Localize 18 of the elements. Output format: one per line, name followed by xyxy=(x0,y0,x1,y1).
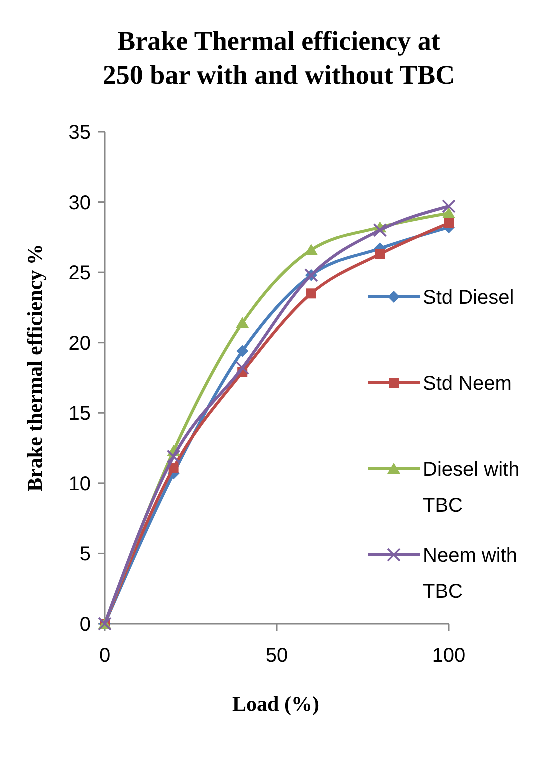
chart-title: Brake Thermal efficiency at 250 bar with and without TBC xyxy=(102,26,456,90)
y-tick-label: 25 xyxy=(68,262,91,285)
legend-label: Diesel with TBC xyxy=(423,459,520,517)
x-tick-label: 50 xyxy=(266,645,288,667)
y-tick-label: 30 xyxy=(68,192,91,214)
y-tick-label: 0 xyxy=(80,614,91,636)
legend-label: Neem with TBC xyxy=(423,545,518,603)
y-tick-label: 5 xyxy=(80,544,91,566)
y-tick-label: 20 xyxy=(68,332,91,355)
x-axis-title: Load (%) xyxy=(232,692,320,716)
legend-label: Std Neem xyxy=(423,373,512,395)
y-tick-label: 35 xyxy=(68,122,91,144)
y-axis-title: Brake thermal efficiency % xyxy=(23,244,47,492)
x-tick-label: 100 xyxy=(432,645,466,667)
y-tick-label: 10 xyxy=(68,473,91,496)
y-tick-label: 15 xyxy=(68,403,91,426)
legend-label: Std Diesel xyxy=(423,287,514,309)
x-tick-label: 0 xyxy=(99,645,111,667)
